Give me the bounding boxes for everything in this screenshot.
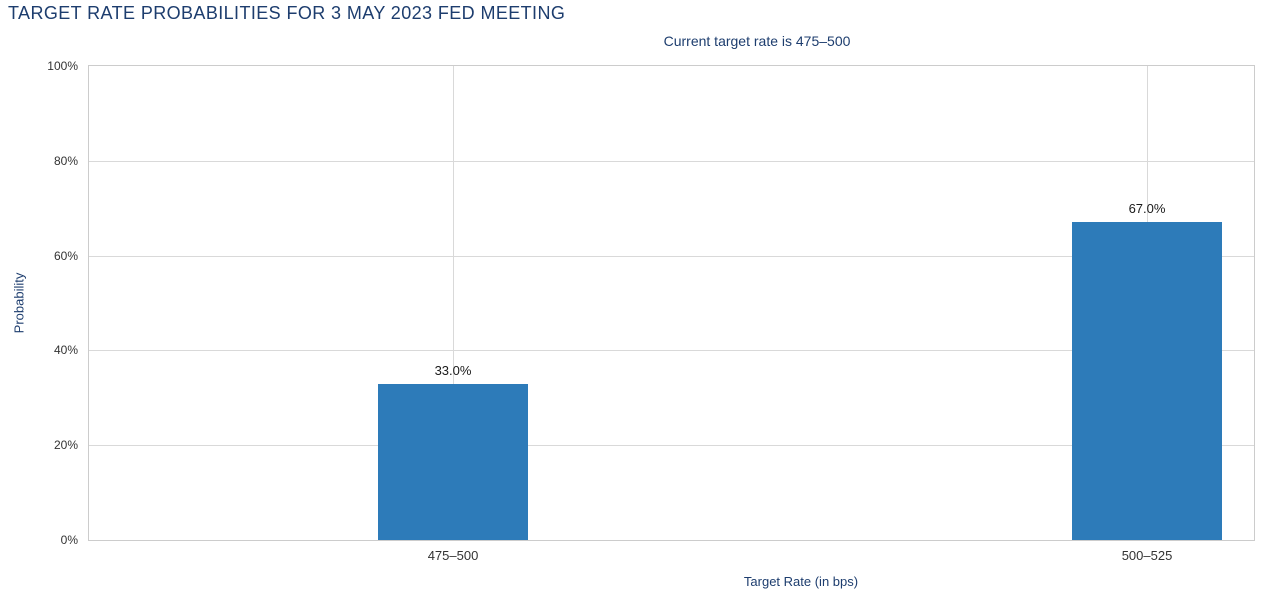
y-tick-label: 60% xyxy=(53,248,78,263)
plot-area: 33.0% 67.0% xyxy=(88,65,1255,541)
x-axis-title: Target Rate (in bps) xyxy=(743,574,859,589)
y-tick-label: 40% xyxy=(53,343,78,358)
v-gridline xyxy=(453,66,454,540)
x-category-label: 475–500 xyxy=(427,548,479,563)
y-axis-title: Probability xyxy=(11,272,27,334)
bar-value-label: 33.0% xyxy=(434,363,472,378)
h-gridline xyxy=(89,445,1254,447)
bar-value-label: 67.0% xyxy=(1128,201,1166,216)
y-tick-label: 100% xyxy=(47,59,78,73)
h-gridline xyxy=(89,350,1254,352)
y-tick-label: 20% xyxy=(53,438,78,453)
y-tick-label: 80% xyxy=(53,153,78,168)
h-gridline xyxy=(89,255,1254,257)
chart-title: TARGET RATE PROBABILITIES FOR 3 MAY 2023… xyxy=(8,3,566,23)
bar-475-500 xyxy=(378,384,528,540)
h-gridline xyxy=(89,160,1254,162)
bar-500-525 xyxy=(1072,222,1222,540)
chart-subtitle: Current target rate is 475–500 xyxy=(663,33,851,49)
y-tick-label: 0% xyxy=(60,533,78,547)
x-category-label: 500–525 xyxy=(1121,548,1173,563)
